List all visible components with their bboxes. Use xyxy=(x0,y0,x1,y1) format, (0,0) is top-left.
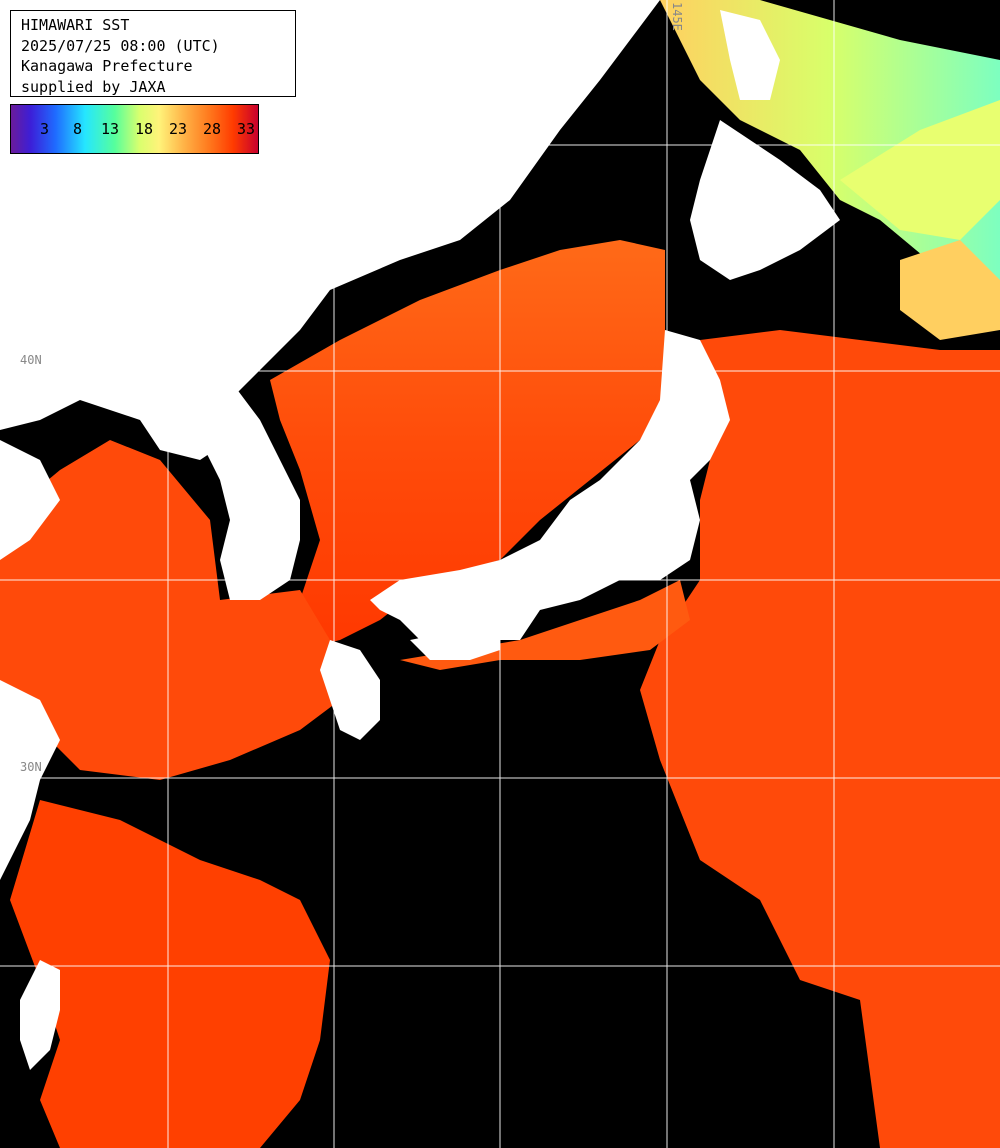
sakhalin xyxy=(720,10,780,100)
taiwan xyxy=(20,960,60,1070)
lat-label-30n: 30N xyxy=(20,760,42,774)
south-sea-sst xyxy=(10,800,330,1148)
legend-tick: 13 xyxy=(101,120,120,138)
pacific-sst xyxy=(640,330,1000,1148)
hokkaido xyxy=(690,120,840,280)
shikoku xyxy=(410,630,500,660)
map-info-box: HIMAWARI SST 2025/07/25 08:00 (UTC) Kana… xyxy=(10,10,296,97)
legend-tick: 28 xyxy=(203,120,222,138)
china-south-coast xyxy=(0,680,60,880)
china-coast xyxy=(0,440,60,560)
provider-region: Kanagawa Prefecture xyxy=(21,57,193,75)
legend-tick: 33 xyxy=(237,120,256,138)
legend-tick: 8 xyxy=(73,120,83,138)
temperature-color-scale: 3 8 13 18 23 28 33 xyxy=(10,104,259,154)
korean-peninsula xyxy=(170,360,300,600)
kyushu xyxy=(320,640,380,740)
data-credit: supplied by JAXA xyxy=(21,77,166,96)
observation-time: 2025/07/25 08:00 (UTC) xyxy=(21,36,220,55)
lat-label-40n: 40N xyxy=(20,353,42,367)
yellow-east-china-sea-sst xyxy=(0,440,340,780)
sea-of-japan-sst xyxy=(270,240,665,650)
honshu xyxy=(370,330,730,650)
legend-tick-labels: 3 8 13 18 23 28 33 xyxy=(11,120,258,140)
legend-tick: 18 xyxy=(135,120,154,138)
sanriku-cool-sst xyxy=(900,240,1000,340)
product-title: HIMAWARI SST xyxy=(21,16,130,34)
legend-tick: 3 xyxy=(40,120,50,138)
hokkaido-east-sst xyxy=(840,100,1000,240)
pacific-coast-strip xyxy=(400,580,690,670)
legend-tick: 23 xyxy=(169,120,188,138)
lon-label-145e: 145E xyxy=(670,2,684,31)
